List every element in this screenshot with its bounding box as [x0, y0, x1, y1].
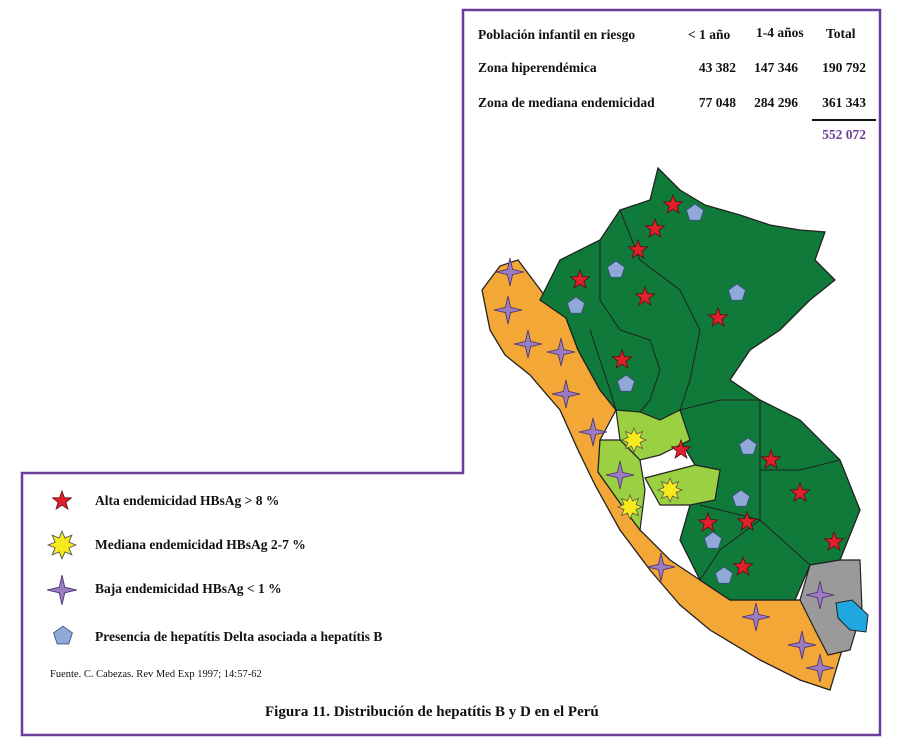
medium-endemic-burst-icon	[657, 477, 683, 503]
table-cell-1-4: 147 346	[754, 60, 798, 75]
table-cell-1-4: 284 296	[754, 95, 798, 110]
red-star-icon	[51, 489, 73, 511]
table-cell-lt1: 43 382	[698, 60, 736, 75]
legend-label-medium: Mediana endemicidad HBsAg 2-7 %	[95, 537, 306, 552]
table-header-total: Total	[826, 26, 856, 41]
table-grand-total: 552 072	[822, 127, 866, 142]
legend-label-low: Baja endemicidad HBsAg < 1 %	[95, 581, 282, 596]
region-no-data	[799, 559, 863, 656]
medium-endemic-burst-icon	[621, 427, 647, 453]
table-cell-lt1: 77 048	[698, 95, 736, 110]
yellow-burst-icon	[47, 530, 77, 560]
table-row-label: Zona de mediana endemicidad	[478, 95, 655, 110]
table-cell-total: 361 343	[822, 95, 866, 110]
figure-caption: Figura 11. Distribución de hepatítis B y…	[265, 704, 599, 720]
table-header-1-4: 1-4 años	[756, 25, 804, 40]
legend-label-delta: Presencia de hepatítis Delta asociada a …	[95, 629, 383, 644]
lake	[835, 599, 869, 633]
table-cell-total: 190 792	[822, 60, 866, 75]
table-header-lt1: < 1 año	[688, 27, 731, 42]
source-note: Fuente. C. Cabezas. Rev Med Exp 1997; 14…	[50, 669, 262, 680]
table-row-label: Zona hiperendémica	[478, 60, 597, 75]
table-header-population: Población infantil en riesgo	[478, 27, 636, 42]
peru-map	[481, 166, 869, 691]
medium-endemic-burst-icon	[617, 494, 643, 520]
blue-pentagon-icon	[53, 625, 73, 645]
legend-label-high: Alta endemicidad HBsAg > 8 %	[95, 493, 280, 508]
violet-four-point-star-icon	[46, 574, 78, 606]
